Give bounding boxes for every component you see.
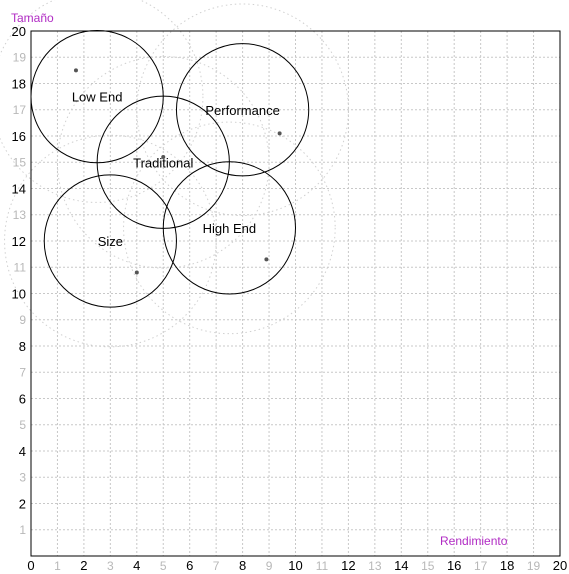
x-tick-label: 2 <box>80 558 87 573</box>
y-tick-label-minor: 17 <box>13 103 27 117</box>
x-tick-label: 8 <box>239 558 246 573</box>
x-tick-label: 12 <box>341 558 355 573</box>
x-axis-title: Rendimiento <box>440 534 508 548</box>
segment-label-performance: Performance <box>205 103 279 118</box>
y-tick-label-minor: 11 <box>14 260 27 274</box>
segment-circle-performance <box>175 43 310 177</box>
ideal-spots <box>73 68 282 275</box>
ideal-spot-size <box>134 270 139 275</box>
y-tick-label-minor: 19 <box>13 50 27 64</box>
x-tick-label-minor: 1 <box>54 559 61 573</box>
ideal-spot-high-end <box>264 257 269 262</box>
y-tick-label: 6 <box>19 392 26 407</box>
x-tick-label: 4 <box>133 558 140 573</box>
ideal-spot-performance <box>277 131 282 136</box>
plot-area-border <box>30 30 561 557</box>
x-tick-label-minor: 7 <box>213 559 220 573</box>
x-tick-label-minor: 13 <box>368 559 382 573</box>
segment-outer-circle-size <box>4 134 217 348</box>
segment-label-traditional: Traditional <box>133 155 193 170</box>
segment-fine-cut-circles <box>30 30 310 308</box>
y-tick-label-minor: 7 <box>19 365 26 379</box>
x-tick-label-minor: 17 <box>474 559 488 573</box>
segment-label-size: Size <box>98 234 123 249</box>
y-tick-label: 18 <box>12 77 26 92</box>
x-tick-label-minor: 11 <box>316 559 329 573</box>
x-tick-label: 10 <box>288 558 302 573</box>
ideal-spot-low-end <box>73 68 78 73</box>
segment-outer-circle-high-end <box>123 121 336 335</box>
x-axis-ticks: 0 2 4 6 8 10 12 14 16 18 201 3 5 7 9 11 13 15 17 19 <box>27 558 567 573</box>
x-tick-label: 0 <box>27 558 34 573</box>
y-tick-label: 12 <box>12 234 26 249</box>
y-tick-label-minor: 15 <box>13 155 27 169</box>
x-tick-label: 6 <box>186 558 193 573</box>
segment-label-high-end: High End <box>203 221 256 236</box>
y-tick-label: 10 <box>12 287 26 302</box>
y-tick-label-minor: 3 <box>19 470 26 484</box>
x-tick-label: 18 <box>500 558 514 573</box>
x-tick-label-minor: 9 <box>266 559 273 573</box>
y-tick-label-minor: 1 <box>19 523 26 537</box>
y-tick-label-minor: 9 <box>19 313 26 327</box>
y-tick-label: 14 <box>12 182 26 197</box>
outer-rough-cut-circles <box>0 0 349 348</box>
segment-outer-circle-low-end <box>0 0 204 203</box>
x-tick-label: 20 <box>553 558 567 573</box>
segment-outer-circle-performance <box>136 3 349 217</box>
y-tick-label-minor: 13 <box>13 208 27 222</box>
y-tick-label: 4 <box>19 444 26 459</box>
y-tick-label-minor: 5 <box>19 418 26 432</box>
x-tick-label-minor: 5 <box>160 559 167 573</box>
x-tick-label: 14 <box>394 558 408 573</box>
grid-lines <box>31 31 560 556</box>
ideal-spot-traditional <box>161 155 166 159</box>
y-axis-title: Tamaño <box>11 11 54 25</box>
segment-label-low-end: Low End <box>72 90 123 105</box>
x-tick-label-minor: 15 <box>421 559 435 573</box>
y-tick-label: 2 <box>19 497 26 512</box>
segment-labels: Low End Performance Traditional Size High En… <box>72 90 280 249</box>
segment-outer-circle-traditional <box>56 55 270 269</box>
y-tick-label: 16 <box>12 129 26 144</box>
x-tick-label-minor: 3 <box>107 559 114 573</box>
y-tick-label: 20 <box>12 24 26 39</box>
segment-circle-high-end <box>162 161 296 295</box>
x-tick-label-minor: 19 <box>527 559 541 573</box>
y-tick-label: 8 <box>19 339 26 354</box>
x-tick-label: 16 <box>447 558 461 573</box>
segment-circle-size <box>43 174 177 308</box>
